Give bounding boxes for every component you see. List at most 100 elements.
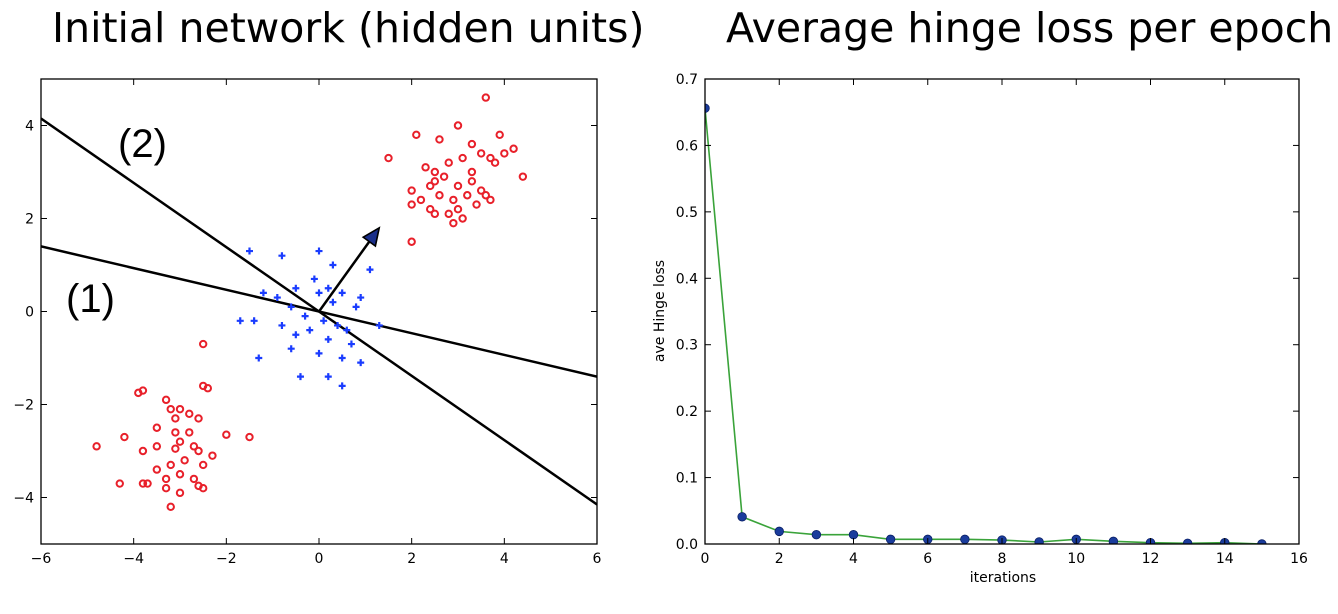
normal-arrow-shaft — [317, 240, 371, 313]
blue-plus-point — [287, 303, 295, 311]
right-chart: 0 2 4 6 8 10 12 14 16 0.0 0.1 0.2 0.3 0.4 0.5 0.6 0.7 it… — [652, 72, 1308, 586]
red-circle-point — [152, 423, 162, 432]
blue-plus-point — [296, 373, 304, 381]
red-circle-point — [208, 451, 217, 460]
right-x-tick-label: 6 — [923, 551, 932, 567]
blue-plus-point — [338, 354, 346, 362]
left-x-tick-label: −6 — [31, 551, 52, 567]
x-axis-label: iterations — [970, 570, 1036, 586]
left-y-tick-label: 4 — [25, 119, 34, 135]
red-circle-point — [194, 481, 203, 491]
red-circle-point — [458, 214, 467, 223]
blue-plus-point — [357, 294, 365, 302]
left-y-tick-label: −4 — [13, 491, 34, 507]
loss-line — [705, 108, 1262, 544]
left-axes: −6 −4 −2 0 2 4 6 −4 −2 0 2 4 — [13, 78, 602, 567]
blue-plus-point — [273, 294, 281, 302]
red-circle-point — [152, 465, 162, 474]
red-circle-point — [185, 428, 194, 437]
red-circle-point — [245, 432, 254, 442]
red-circle-point — [467, 167, 477, 177]
red-circle-point — [180, 456, 189, 465]
loss-point — [811, 530, 822, 540]
red-circle-point — [463, 191, 472, 200]
red-circle-point — [384, 153, 393, 163]
right-x-tick-label: 2 — [775, 551, 784, 567]
right-y-tick-label: 0.6 — [676, 138, 698, 154]
blue-plus-point — [287, 345, 295, 353]
red-circle-point — [453, 205, 463, 214]
red-circle-point — [134, 388, 143, 398]
blue-plus-point — [259, 289, 267, 297]
red-circle-point — [518, 172, 528, 181]
red-circle-point — [171, 414, 180, 423]
red-circle-point — [92, 442, 101, 451]
blue-plus-point — [236, 317, 244, 325]
y-axis-label: ave Hinge loss — [652, 260, 668, 362]
red-circle-point — [476, 186, 486, 195]
red-circle-point — [185, 409, 194, 418]
red-circle-point — [161, 484, 171, 493]
loss-point — [960, 534, 970, 544]
blue-plus-point — [347, 340, 355, 348]
red-circle-point — [120, 432, 129, 442]
blue-plus-point — [246, 247, 253, 255]
blue-plus-point — [338, 382, 346, 390]
red-circle-point — [194, 446, 203, 456]
right-y-tick-label: 0.4 — [676, 271, 698, 287]
red-circle-point — [138, 479, 148, 488]
red-circle-point — [486, 153, 495, 163]
red-circle-point — [490, 158, 500, 167]
red-circle-point — [171, 428, 180, 437]
red-circle-point — [203, 384, 213, 393]
left-x-tick-label: 0 — [315, 551, 324, 567]
blue-plus-point — [324, 335, 332, 343]
red-circle-point — [509, 144, 518, 153]
red-circle-point — [449, 218, 458, 228]
line-1-annotation: (1) — [66, 277, 115, 321]
red-circle-point — [481, 191, 490, 200]
blue-plus-point — [250, 317, 258, 325]
red-circle-point — [407, 237, 416, 246]
left-x-tick-label: −2 — [216, 551, 237, 567]
red-circle-point — [458, 153, 467, 163]
blue-plus-point — [278, 321, 286, 329]
left-x-tick-label: 6 — [593, 551, 602, 567]
red-circle-point — [194, 414, 203, 423]
red-circle-point — [189, 474, 199, 484]
red-circle-point — [222, 430, 231, 439]
blue-plus-point — [343, 326, 351, 334]
right-y-tick-label: 0.5 — [676, 205, 698, 221]
normal-arrow-head — [361, 226, 381, 248]
blue-plus-point — [255, 354, 263, 362]
red-circle-point — [444, 209, 453, 219]
red-circle-point — [421, 163, 430, 172]
loss-point — [1108, 536, 1119, 544]
blue-plus-point — [315, 247, 323, 255]
blue-plus-point — [278, 252, 286, 260]
blue-plus-point — [324, 284, 332, 292]
loss-point — [885, 534, 896, 544]
blue-plus-point — [315, 349, 323, 357]
loss-point — [774, 526, 784, 537]
blue-plus-point — [301, 312, 309, 320]
blue-plus-point — [292, 331, 300, 339]
red-circle-point — [444, 158, 453, 167]
red-circle-point — [426, 181, 435, 191]
red-circle-point — [453, 181, 463, 191]
red-circle-point — [175, 470, 185, 479]
red-circle-point — [416, 195, 426, 205]
left-x-tick-label: 2 — [407, 551, 416, 567]
right-chart-title: Average hinge loss per epoch — [726, 4, 1334, 52]
blue-plus-point — [338, 289, 346, 297]
red-circle-point — [198, 460, 208, 470]
left-y-tick-label: 0 — [25, 305, 34, 321]
left-x-tick-label: 4 — [500, 551, 509, 567]
red-circle-point — [161, 474, 171, 484]
left-chart-title: Initial network (hidden units) — [52, 4, 645, 52]
red-circle-point — [143, 479, 152, 488]
right-x-tick-label: 4 — [849, 551, 858, 567]
red-circle-point — [175, 488, 185, 498]
blue-plus-point — [352, 303, 360, 311]
